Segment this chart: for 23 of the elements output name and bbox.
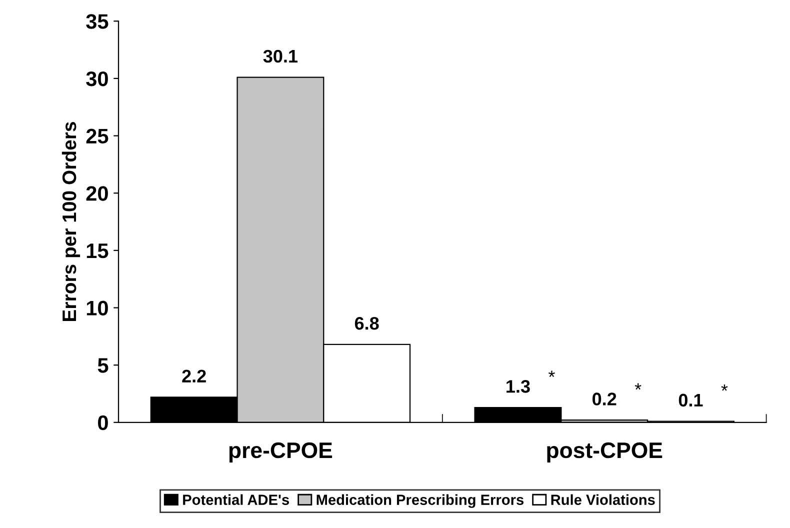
y-tick-label: 35: [86, 14, 108, 29]
annotation: *: [721, 384, 728, 391]
y-tick-label: 5: [98, 358, 108, 373]
x-tick-label: post-CPOE: [547, 442, 662, 463]
data-label: 1.3: [506, 380, 530, 393]
y-tick-label: 15: [86, 244, 108, 258]
y-tick-label: 20: [86, 186, 108, 201]
data-label: 6.8: [354, 316, 379, 330]
legend-label: Rule Violations: [551, 494, 655, 505]
y-tick-label: 25: [86, 128, 108, 144]
data-label: 2.2: [182, 370, 206, 382]
y-tick-label: 0: [98, 415, 108, 430]
data-label: 0.2: [592, 392, 616, 406]
y-tick-label: 10: [86, 300, 108, 316]
annotation: *: [634, 383, 642, 390]
legend-label: Medication Prescribing Errors: [316, 494, 524, 508]
y-axis-title: Errors per 100 Orders: [62, 122, 80, 321]
data-label: 30.1: [263, 50, 298, 63]
x-tick-label: pre-CPOE: [229, 442, 332, 463]
y-tick-label: 30: [86, 71, 108, 86]
annotation: *: [548, 370, 555, 378]
legend-label: Potential ADE's: [183, 494, 289, 505]
data-label: 0.1: [678, 394, 703, 407]
